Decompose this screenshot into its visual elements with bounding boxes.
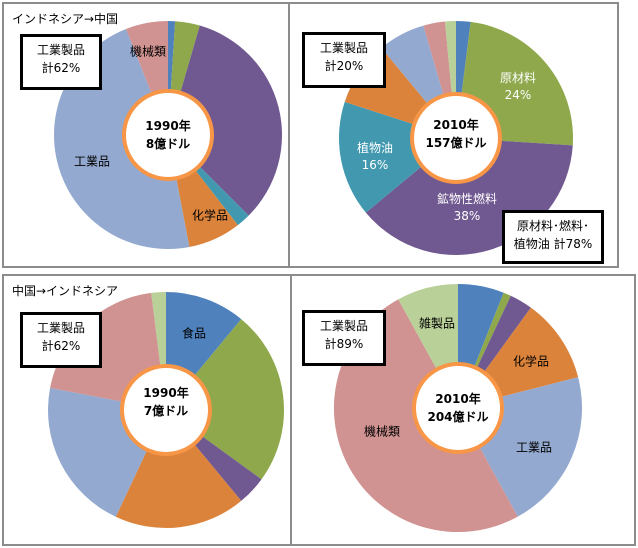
section-title-top: インドネシア→中国 xyxy=(12,12,119,26)
donut-hole xyxy=(120,364,212,456)
label-machinery-1: 機械類 xyxy=(129,44,167,59)
donut-hole xyxy=(122,89,214,181)
label-vegetable-oil-2: 植物油 16% xyxy=(356,141,394,172)
center-label-4: 2010年 204億ドル xyxy=(427,392,489,424)
pie-slice-orange xyxy=(115,410,242,528)
summary-box-2b: 原材料･燃料･ 植物油 計78% xyxy=(502,210,604,264)
label-food-3: 食品 xyxy=(181,326,207,341)
pie-slice-purple xyxy=(168,25,282,216)
pie-slice-green xyxy=(166,319,285,480)
label-misc-4: 雑製品 xyxy=(418,316,456,331)
summary-box-4: 工業製品 計89% xyxy=(302,310,386,366)
label-raw-materials-2: 原材料 24% xyxy=(499,71,537,102)
label-industrial-1: 工業品 xyxy=(73,154,111,169)
panel-top-right xyxy=(288,2,619,268)
center-label-2: 2010年 157億ドル xyxy=(425,118,487,150)
section-title-bottom: 中国→インドネシア xyxy=(12,284,119,298)
label-fuel-2: 鉱物性燃料 38% xyxy=(436,192,498,223)
summary-box-3: 工業製品 計62% xyxy=(20,312,102,368)
label-industrial-4: 工業品 xyxy=(515,440,553,455)
label-chemical-1: 化学品 xyxy=(191,208,229,223)
summary-box-2: 工業製品 計20% xyxy=(302,32,386,88)
label-machinery-4: 機械類 xyxy=(363,424,401,439)
donut-hole xyxy=(410,92,502,184)
label-chemical-4: 化学品 xyxy=(512,354,550,369)
center-label-3: 1990年 7億ドル xyxy=(143,386,189,418)
summary-box-1: 工業製品 計62% xyxy=(20,34,102,90)
center-label-1: 1990年 8億ドル xyxy=(145,119,191,151)
donut-hole xyxy=(412,362,504,454)
panel-bottom-right xyxy=(290,274,636,546)
